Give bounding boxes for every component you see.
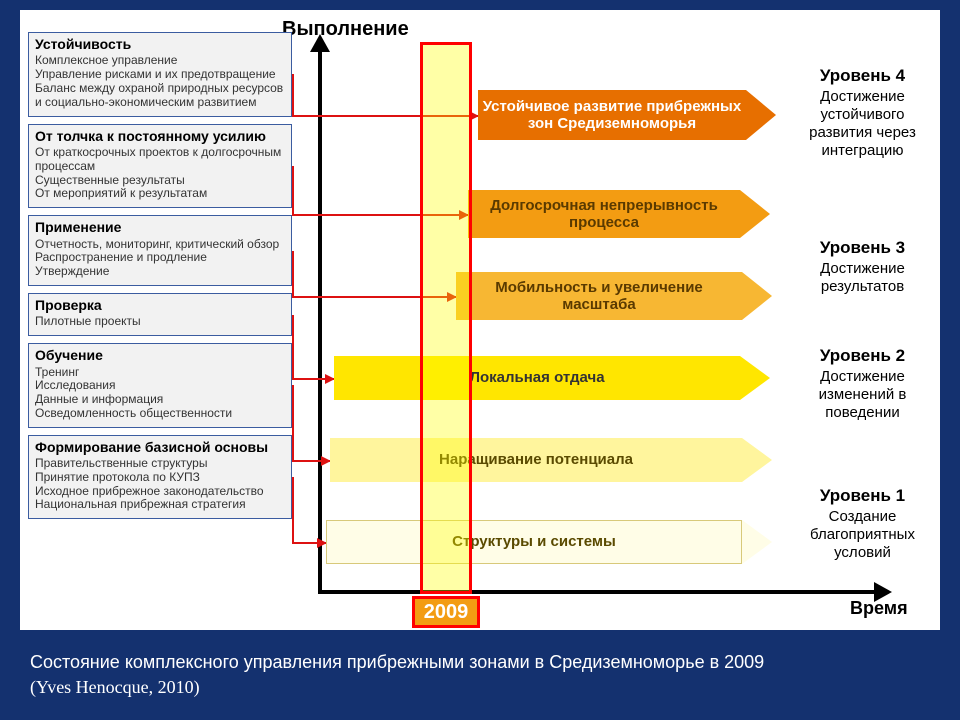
connector-v-0 <box>292 74 294 115</box>
connector-v-4 <box>292 385 294 460</box>
caption-text: Состояние комплексного управления прибре… <box>30 652 764 672</box>
right-level-3: Уровень 1Создание благоприятных условий <box>790 486 935 562</box>
left-box-5: Формирование базисной основы Правительств… <box>28 435 292 520</box>
arrow-5: Структуры и системы <box>326 520 772 564</box>
arrow-head-icon <box>742 438 772 482</box>
arrow-head-icon <box>746 90 776 140</box>
arrow-head-icon <box>740 356 770 400</box>
arrow-label: Долгосрочная непрерывность процесса <box>468 190 740 238</box>
right-level-0: Уровень 4Достижение устойчивого развития… <box>790 66 935 160</box>
left-box-1: От толчка к постоянному усилию От краткос… <box>28 124 292 209</box>
axis-x-label: Время <box>850 598 908 619</box>
left-box-body: Тренинг Исследования Данные и информация… <box>35 366 285 421</box>
arrow-label: Структуры и системы <box>326 520 742 564</box>
level-desc: Достижение устойчивого развития через ин… <box>790 88 935 160</box>
level-desc: Достижение изменений в поведении <box>790 368 935 422</box>
arrow-label: Локальная отдача <box>334 356 740 400</box>
left-box-body: Комплексное управление Управление рискам… <box>35 54 285 109</box>
left-box-body: Отчетность, мониторинг, критический обзо… <box>35 238 285 279</box>
connector-v-2 <box>292 251 294 296</box>
axis-y-label: Выполнение <box>282 18 409 41</box>
arrow-head-icon <box>740 190 770 238</box>
level-title: Уровень 3 <box>790 238 935 258</box>
arrow-0: Устойчивое развитие прибрежных зон Среди… <box>478 90 776 140</box>
arrow-label: Наращивание потенциала <box>330 438 742 482</box>
right-level-1: Уровень 3Достижение результатов <box>790 238 935 296</box>
connector-5 <box>292 542 326 544</box>
level-title: Уровень 2 <box>790 346 935 366</box>
right-level-2: Уровень 2Достижение изменений в поведени… <box>790 346 935 422</box>
level-title: Уровень 1 <box>790 486 935 506</box>
left-box-title: От толчка к постоянному усилию <box>35 129 285 144</box>
connector-3 <box>292 378 334 380</box>
left-box-title: Применение <box>35 220 285 235</box>
left-boxes: Устойчивость Комплексное управление Управ… <box>28 32 292 526</box>
left-box-body: От краткосрочных проектов к долгосрочным… <box>35 146 285 201</box>
arrow-2: Мобильность и увеличение масштаба <box>456 272 772 320</box>
caption-source: (Yves Henocque, 2010) <box>30 677 200 697</box>
arrow-label: Устойчивое развитие прибрежных зон Среди… <box>478 90 746 140</box>
left-box-title: Обучение <box>35 348 285 363</box>
connector-v-1 <box>292 166 294 214</box>
arrow-1: Долгосрочная непрерывность процесса <box>468 190 770 238</box>
level-desc: Создание благоприятных условий <box>790 508 935 562</box>
connector-4 <box>292 460 330 462</box>
axis-y <box>318 50 322 594</box>
left-box-0: Устойчивость Комплексное управление Управ… <box>28 32 292 117</box>
left-box-2: Применение Отчетность, мониторинг, критич… <box>28 215 292 286</box>
level-desc: Достижение результатов <box>790 260 935 296</box>
arrow-label: Мобильность и увеличение масштаба <box>456 272 742 320</box>
connector-v-3 <box>292 315 294 378</box>
left-box-4: Обучение Тренинг Исследования Данные и ин… <box>28 343 292 428</box>
left-box-title: Проверка <box>35 298 285 313</box>
diagram-area: Выполнение Время 2009 Устойчивость Компле… <box>20 10 940 630</box>
left-box-body: Правительственные структуры Принятие про… <box>35 457 285 512</box>
arrow-head-icon <box>742 272 772 320</box>
left-box-title: Формирование базисной основы <box>35 440 285 455</box>
axis-x <box>318 590 876 594</box>
arrow-4: Наращивание потенциала <box>330 438 772 482</box>
left-box-3: Проверка Пилотные проекты <box>28 293 292 336</box>
left-box-title: Устойчивость <box>35 37 285 52</box>
arrow-3: Локальная отдача <box>334 356 770 400</box>
connector-v-5 <box>292 477 294 542</box>
year-label: 2009 <box>412 596 480 628</box>
year-band <box>420 42 472 594</box>
level-title: Уровень 4 <box>790 66 935 86</box>
left-box-body: Пилотные проекты <box>35 315 285 329</box>
caption: Состояние комплексного управления прибре… <box>30 650 930 700</box>
arrow-head-icon <box>742 520 772 564</box>
